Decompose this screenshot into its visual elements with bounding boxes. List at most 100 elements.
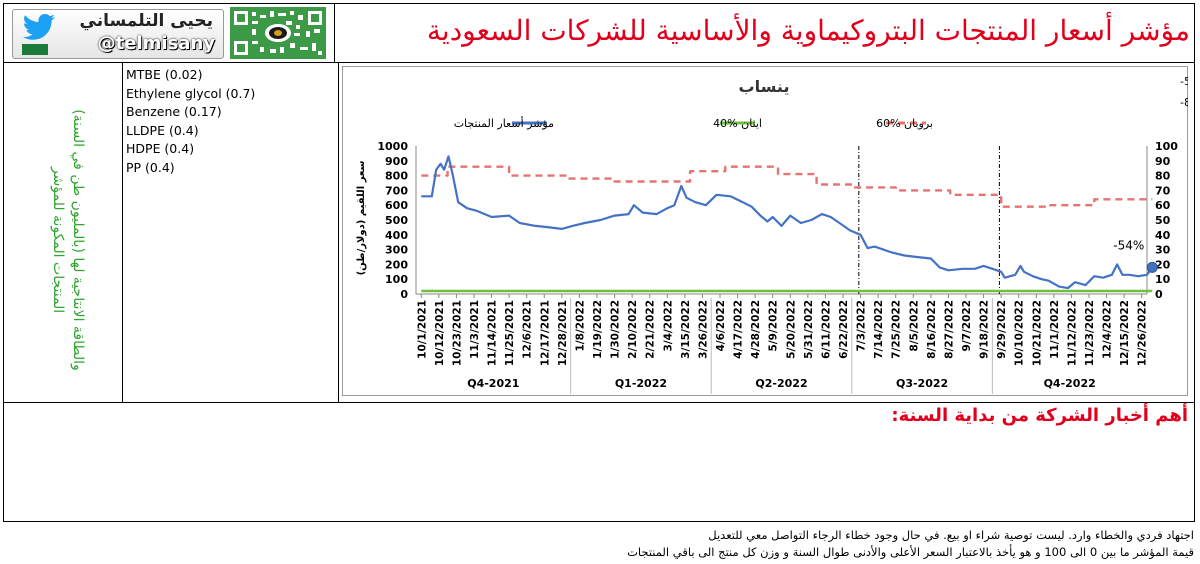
x-tick-label: 10/12/2021 bbox=[434, 300, 446, 366]
saudi-flag-icon bbox=[22, 44, 48, 55]
x-tick-label: 9/29/2022 bbox=[996, 300, 1008, 359]
news-heading: أهم أخبار الشركة من بداية السنة: bbox=[891, 405, 1188, 426]
brand-block[interactable]: يحيى التلمساني @telmisany bbox=[8, 7, 328, 59]
constituents-label: المنتجات المكونة للمؤشر والطاقة الانتاجي… bbox=[50, 109, 86, 371]
x-tick-label: 10/1/2021 bbox=[416, 300, 428, 359]
disclaimer-text: اجتهاد فردي والخطاء وارد. ليست توصية شرا… bbox=[708, 528, 1194, 542]
y-right-tick-label: 30 bbox=[1155, 244, 1171, 257]
series-propane-line bbox=[421, 165, 1153, 208]
price-index-chart: ينساب التغيير عن الربع السابق %54- التغي… bbox=[342, 66, 1188, 396]
x-tick-label: 1/19/2022 bbox=[592, 300, 604, 359]
x-tick-label: 11/25/2021 bbox=[504, 300, 516, 366]
quarter-label: Q1-2022 bbox=[615, 377, 667, 390]
product-item: HDPE (0.4) bbox=[126, 141, 195, 156]
y-right-tick-label: 0 bbox=[1155, 288, 1163, 301]
x-tick-label: 4/6/2022 bbox=[715, 300, 727, 352]
quarter-label: Q4-2022 bbox=[1044, 377, 1096, 390]
brand-badge[interactable]: يحيى التلمساني @telmisany bbox=[12, 9, 224, 59]
y-axis-title: سعر اللقيم (دولار/طن) bbox=[356, 160, 367, 275]
y-left-tick-label: 700 bbox=[385, 184, 408, 197]
page-title: مؤشر أسعار المنتجات البتروكيماوية والأسا… bbox=[426, 14, 1190, 47]
quarter-label: Q4-2021 bbox=[467, 377, 519, 390]
y-left-tick-label: 600 bbox=[385, 199, 408, 212]
x-tick-label: 10/10/2022 bbox=[1014, 300, 1026, 366]
x-tick-label: 5/9/2022 bbox=[768, 300, 780, 352]
quarter-label: Q3-2022 bbox=[896, 377, 948, 390]
brand-handle: @telmisany bbox=[97, 33, 215, 54]
x-tick-label: 3/15/2022 bbox=[680, 300, 692, 359]
news-divider bbox=[4, 402, 1194, 403]
product-list: MTBE (0.02) Ethylene glycol (0.7) Benzen… bbox=[126, 66, 255, 177]
legend-ethane-label: ايثان %40 bbox=[713, 117, 762, 130]
x-tick-label: 4/28/2022 bbox=[750, 300, 762, 359]
x-tick-label: 9/18/2022 bbox=[979, 300, 991, 359]
product-item: PP (0.4) bbox=[126, 159, 175, 175]
column-divider-2 bbox=[338, 62, 339, 402]
qr-code-icon bbox=[230, 7, 326, 59]
x-tick-label: 1/8/2022 bbox=[574, 300, 586, 352]
twitter-bird-icon bbox=[22, 14, 55, 40]
x-axis-labels: 10/1/2021 10/12/2021 10/23/2021 11/3/2021 11… bbox=[416, 294, 1149, 366]
x-tick-label: 8/16/2022 bbox=[926, 300, 938, 359]
x-tick-label: 8/27/2022 bbox=[943, 300, 955, 359]
header-brand-divider bbox=[334, 4, 335, 62]
x-tick-label: 12/17/2021 bbox=[539, 300, 551, 366]
chart-frame bbox=[342, 66, 1188, 396]
legend-propane-label: بروبان %60 bbox=[876, 117, 933, 130]
x-tick-label: 10/21/2022 bbox=[1031, 300, 1043, 366]
x-tick-label: 10/23/2021 bbox=[451, 300, 463, 366]
y-right-tick-label: 50 bbox=[1155, 214, 1171, 227]
chart-title: ينساب bbox=[739, 77, 790, 96]
x-tick-label: 6/11/2022 bbox=[820, 300, 832, 359]
x-tick-label: 12/28/2021 bbox=[557, 300, 569, 366]
y-left-tick-label: 200 bbox=[385, 258, 408, 271]
y-right-tick-label: 90 bbox=[1155, 155, 1171, 168]
x-tick-label: 11/3/2021 bbox=[469, 300, 481, 359]
y-right-tick-label: 10 bbox=[1155, 273, 1171, 286]
y-right-tick-label: 40 bbox=[1155, 229, 1171, 242]
x-tick-label: 4/17/2022 bbox=[733, 300, 745, 359]
methodology-text: قيمة المؤشر ما بين 0 الى 100 و هو يأخذ ب… bbox=[627, 545, 1194, 559]
x-tick-label: 7/14/2022 bbox=[873, 300, 885, 359]
y-left-tick-label: 900 bbox=[385, 155, 408, 168]
x-tick-label: 6/22/2022 bbox=[838, 300, 850, 359]
x-tick-label: 7/25/2022 bbox=[891, 300, 903, 359]
x-tick-label: 12/15/2022 bbox=[1119, 300, 1131, 366]
report-frame bbox=[3, 3, 1195, 522]
x-tick-label: 11/12/2022 bbox=[1066, 300, 1078, 366]
x-tick-label: 2/10/2022 bbox=[627, 300, 639, 359]
x-tick-label: 11/23/2022 bbox=[1084, 300, 1096, 366]
product-item: LLDPE (0.4) bbox=[126, 122, 199, 138]
column-divider-1 bbox=[122, 62, 123, 402]
x-tick-label: 5/20/2022 bbox=[785, 300, 797, 359]
y-right-tick-label: 20 bbox=[1155, 258, 1171, 271]
series-index-line bbox=[421, 155, 1154, 290]
x-tick-label: 3/26/2022 bbox=[697, 300, 709, 359]
chart-plot-area: -54% bbox=[421, 146, 1158, 294]
chart-legend: مؤشر أسعار المنتجات ايثان %40 بروبان %60 bbox=[454, 116, 933, 130]
x-tick-label: 12/4/2022 bbox=[1102, 300, 1114, 359]
y-right-tick-label: 60 bbox=[1155, 199, 1171, 212]
y-left-tick-label: 400 bbox=[385, 229, 408, 242]
x-tick-label: 12/6/2021 bbox=[522, 300, 534, 359]
y-right-tick-label: 100 bbox=[1155, 140, 1178, 153]
quarter-label: Q2-2022 bbox=[755, 377, 807, 390]
header-divider bbox=[4, 62, 1194, 63]
x-tick-label: 1/30/2022 bbox=[610, 300, 622, 359]
y-left-tick-label: 800 bbox=[385, 170, 408, 183]
x-tick-label: 9/7/2022 bbox=[961, 300, 973, 352]
legend-index-label: مؤشر أسعار المنتجات bbox=[454, 116, 554, 130]
product-item: Ethylene glycol (0.7) bbox=[126, 85, 256, 101]
y-left-tick-label: 0 bbox=[400, 288, 408, 301]
last-value-marker bbox=[1146, 261, 1158, 273]
stat-year-change: التغيير عن الربع المماثل %81- bbox=[1180, 96, 1188, 109]
constituents-label-line1: المنتجات المكونة للمؤشر bbox=[50, 166, 66, 313]
x-tick-label: 7/3/2022 bbox=[856, 300, 868, 352]
x-tick-label: 11/1/2022 bbox=[1049, 300, 1061, 359]
constituents-label-line2: والطاقة الانتاجية لها (بالمليون طن في ال… bbox=[70, 109, 86, 371]
brand-name: يحيى التلمساني bbox=[79, 11, 213, 31]
y-left-tick-label: 300 bbox=[385, 244, 408, 257]
product-item: Benzene (0.17) bbox=[126, 104, 222, 119]
x-tick-label: 5/31/2022 bbox=[803, 300, 815, 359]
stat-quarter-change: التغيير عن الربع السابق %54- bbox=[1180, 75, 1188, 89]
